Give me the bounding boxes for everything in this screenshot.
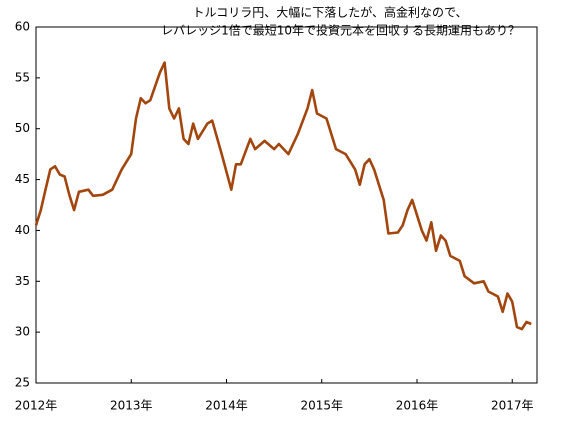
- chart-title: トルコリラ円、大幅に下落したが、高金利なので、: [192, 5, 467, 20]
- chart-subtitle: レバレッジ1倍で最短10年で投資元本を回収する長期運用もあり？: [161, 23, 520, 38]
- x-tick-label: 2017年: [491, 399, 534, 413]
- y-tick-label: 45: [15, 172, 30, 186]
- y-tick-label: 60: [15, 20, 30, 34]
- y-tick-label: 25: [15, 376, 30, 390]
- x-tick-label: 2012年: [15, 399, 58, 413]
- y-tick-label: 35: [15, 274, 30, 288]
- y-tick-label: 50: [15, 121, 30, 135]
- y-tick-label: 40: [15, 223, 30, 237]
- x-tick-label: 2015年: [300, 399, 343, 413]
- series-line: [34, 61, 532, 331]
- x-tick-label: 2016年: [396, 399, 439, 413]
- x-tick-label: 2013年: [110, 399, 153, 413]
- x-tick-label: 2014年: [205, 399, 248, 413]
- y-tick-label: 55: [15, 70, 30, 84]
- y-tick-label: 30: [15, 325, 30, 339]
- plot-frame: [35, 26, 538, 384]
